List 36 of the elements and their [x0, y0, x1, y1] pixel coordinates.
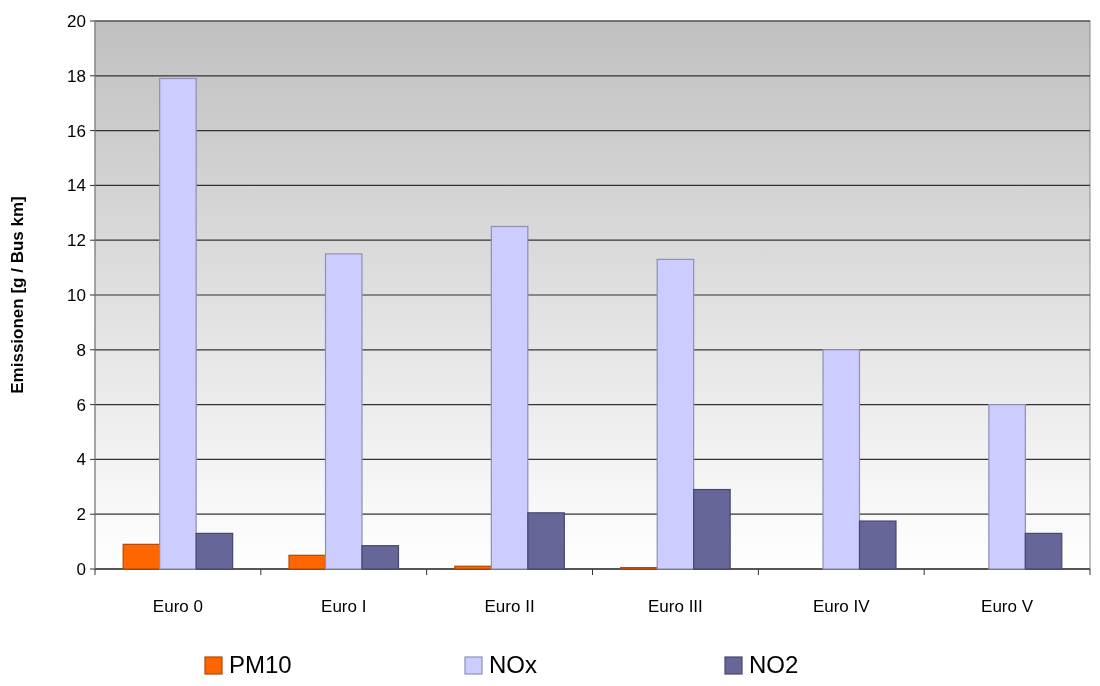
y-tick-label: 4 — [76, 450, 86, 470]
x-tick-label: Euro V — [981, 597, 1034, 616]
bar — [490, 225, 529, 570]
y-tick-label: 2 — [76, 505, 86, 525]
y-tick-label: 6 — [76, 395, 86, 415]
bar — [822, 349, 861, 570]
bar — [324, 253, 363, 570]
legend-label: NOx — [489, 651, 537, 678]
legend-label: NO2 — [749, 651, 799, 678]
y-tick-label: 14 — [67, 176, 86, 196]
bar — [122, 543, 161, 570]
bar — [454, 565, 492, 570]
y-tick-label: 20 — [67, 11, 86, 31]
bar — [656, 258, 695, 570]
x-tick-label: Euro I — [321, 597, 367, 616]
y-tick-label: 0 — [76, 559, 86, 579]
x-tick-label: Euro III — [648, 597, 703, 616]
x-tick-label: Euro IV — [812, 597, 871, 616]
y-tick-label: 18 — [67, 66, 86, 86]
bar — [988, 404, 1026, 570]
y-tick-label: 16 — [67, 121, 86, 141]
bar — [288, 554, 327, 570]
bar — [693, 488, 731, 570]
bar — [527, 512, 565, 570]
legend-label: PM10 — [229, 651, 292, 678]
bar — [1024, 532, 1063, 570]
y-axis-title: Emissionen [g / Bus km] — [8, 196, 27, 394]
y-tick-label: 8 — [76, 340, 86, 360]
bar — [159, 77, 197, 570]
x-tick-label: Euro II — [484, 597, 535, 616]
y-tick-label: 12 — [67, 231, 86, 251]
bar — [195, 532, 234, 570]
bar — [361, 545, 400, 570]
x-tick-label: Euro 0 — [152, 597, 203, 616]
y-tick-label: 10 — [67, 285, 86, 305]
bar — [858, 520, 897, 570]
